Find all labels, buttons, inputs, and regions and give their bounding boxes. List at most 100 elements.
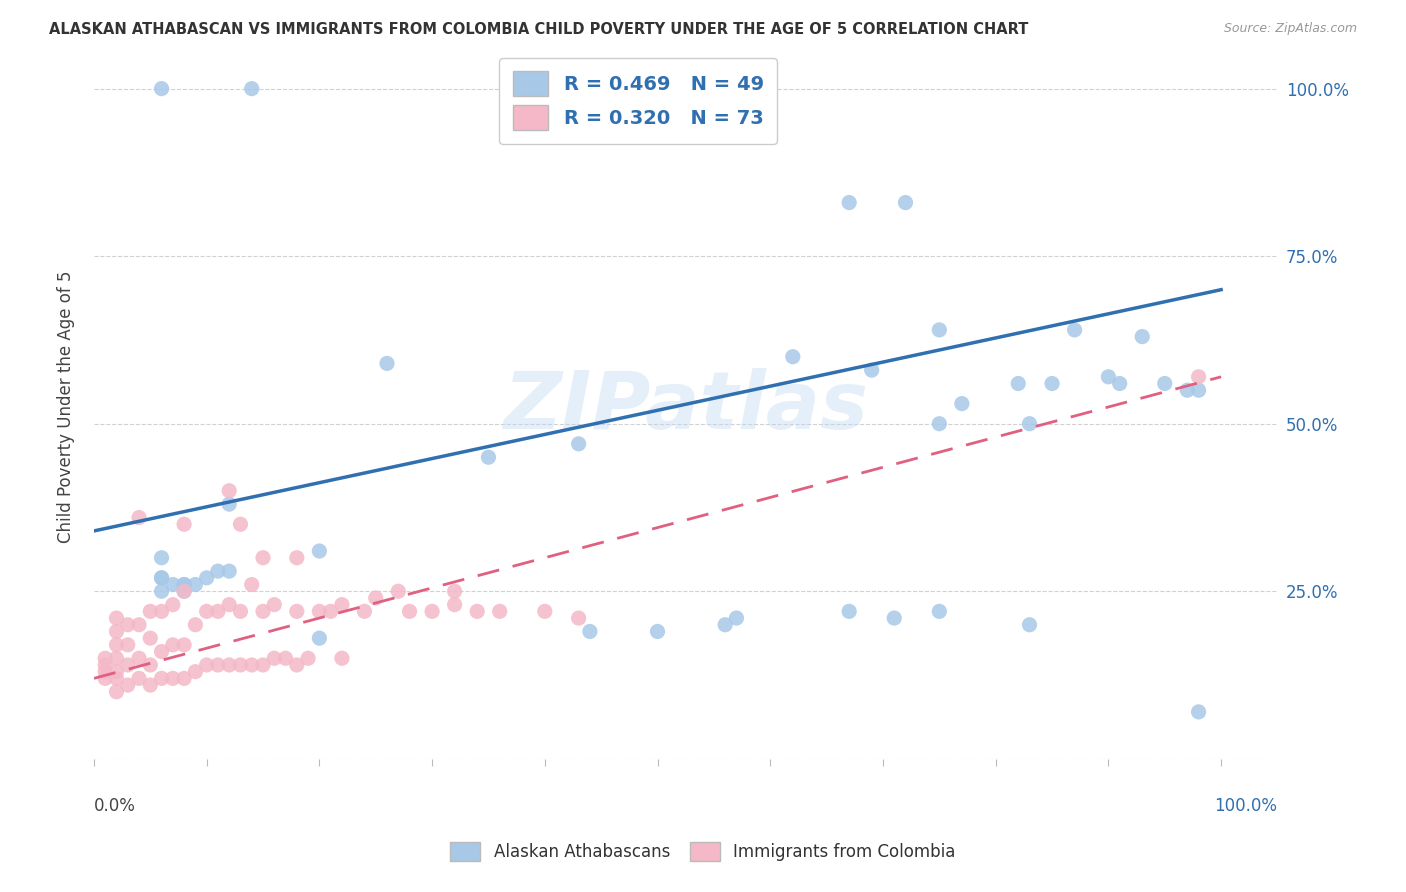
Point bbox=[477, 450, 499, 465]
Point bbox=[150, 81, 173, 95]
Point bbox=[308, 631, 330, 645]
Point bbox=[218, 483, 240, 498]
Point bbox=[568, 437, 591, 451]
Point bbox=[240, 577, 263, 591]
Point bbox=[150, 571, 173, 585]
Point bbox=[443, 598, 465, 612]
Point bbox=[150, 604, 173, 618]
Point bbox=[173, 577, 195, 591]
Point bbox=[218, 657, 240, 672]
Point bbox=[94, 651, 117, 665]
Point bbox=[184, 665, 207, 679]
Point bbox=[150, 584, 173, 599]
Point bbox=[1097, 369, 1119, 384]
Point bbox=[162, 638, 184, 652]
Point bbox=[128, 651, 150, 665]
Point bbox=[894, 195, 917, 210]
Point bbox=[364, 591, 387, 605]
Point bbox=[1108, 376, 1130, 391]
Point bbox=[579, 624, 602, 639]
Point bbox=[195, 657, 218, 672]
Point bbox=[263, 598, 285, 612]
Text: 100.0%: 100.0% bbox=[1215, 797, 1278, 815]
Point bbox=[928, 323, 950, 337]
Y-axis label: Child Poverty Under the Age of 5: Child Poverty Under the Age of 5 bbox=[58, 270, 75, 543]
Text: ALASKAN ATHABASCAN VS IMMIGRANTS FROM COLOMBIA CHILD POVERTY UNDER THE AGE OF 5 : ALASKAN ATHABASCAN VS IMMIGRANTS FROM CO… bbox=[49, 22, 1029, 37]
Point bbox=[568, 611, 591, 625]
Point bbox=[330, 598, 353, 612]
Point bbox=[252, 604, 274, 618]
Point bbox=[928, 417, 950, 431]
Point bbox=[117, 657, 139, 672]
Point bbox=[173, 577, 195, 591]
Point bbox=[105, 672, 128, 686]
Point bbox=[94, 657, 117, 672]
Point bbox=[883, 611, 905, 625]
Point bbox=[647, 81, 669, 95]
Point bbox=[714, 617, 737, 632]
Point bbox=[218, 497, 240, 511]
Point bbox=[263, 651, 285, 665]
Point bbox=[117, 638, 139, 652]
Point bbox=[928, 604, 950, 618]
Point bbox=[725, 611, 748, 625]
Point bbox=[782, 350, 804, 364]
Point bbox=[1018, 617, 1040, 632]
Point bbox=[128, 510, 150, 524]
Point bbox=[139, 657, 162, 672]
Point bbox=[173, 584, 195, 599]
Point bbox=[195, 604, 218, 618]
Point bbox=[465, 604, 488, 618]
Point bbox=[162, 672, 184, 686]
Point bbox=[173, 517, 195, 532]
Point bbox=[162, 577, 184, 591]
Point bbox=[94, 665, 117, 679]
Text: ZIPatlas: ZIPatlas bbox=[503, 368, 869, 446]
Point bbox=[1187, 705, 1209, 719]
Point bbox=[1187, 383, 1209, 397]
Point bbox=[1018, 417, 1040, 431]
Point bbox=[218, 598, 240, 612]
Point bbox=[128, 672, 150, 686]
Point bbox=[319, 604, 342, 618]
Legend: Alaskan Athabascans, Immigrants from Colombia: Alaskan Athabascans, Immigrants from Col… bbox=[444, 835, 962, 868]
Point bbox=[105, 624, 128, 639]
Point bbox=[184, 617, 207, 632]
Point bbox=[285, 604, 308, 618]
Point bbox=[173, 672, 195, 686]
Point bbox=[375, 356, 398, 370]
Legend: R = 0.469   N = 49, R = 0.320   N = 73: R = 0.469 N = 49, R = 0.320 N = 73 bbox=[499, 58, 778, 144]
Point bbox=[173, 638, 195, 652]
Point bbox=[252, 550, 274, 565]
Point bbox=[105, 651, 128, 665]
Point bbox=[1007, 376, 1029, 391]
Point bbox=[308, 604, 330, 618]
Point bbox=[1063, 323, 1085, 337]
Point bbox=[443, 584, 465, 599]
Point bbox=[139, 631, 162, 645]
Point bbox=[838, 195, 860, 210]
Point bbox=[105, 638, 128, 652]
Point bbox=[240, 657, 263, 672]
Point bbox=[533, 604, 555, 618]
Point bbox=[94, 672, 117, 686]
Point bbox=[139, 604, 162, 618]
Point bbox=[150, 672, 173, 686]
Point bbox=[128, 617, 150, 632]
Point bbox=[1187, 369, 1209, 384]
Point bbox=[105, 665, 128, 679]
Text: 0.0%: 0.0% bbox=[94, 797, 136, 815]
Text: Source: ZipAtlas.com: Source: ZipAtlas.com bbox=[1223, 22, 1357, 36]
Point bbox=[173, 584, 195, 599]
Point bbox=[117, 678, 139, 692]
Point bbox=[105, 685, 128, 699]
Point bbox=[150, 571, 173, 585]
Point bbox=[285, 657, 308, 672]
Point bbox=[387, 584, 409, 599]
Point bbox=[1130, 329, 1153, 343]
Point bbox=[150, 644, 173, 658]
Point bbox=[297, 651, 319, 665]
Point bbox=[647, 81, 669, 95]
Point bbox=[229, 657, 252, 672]
Point bbox=[240, 81, 263, 95]
